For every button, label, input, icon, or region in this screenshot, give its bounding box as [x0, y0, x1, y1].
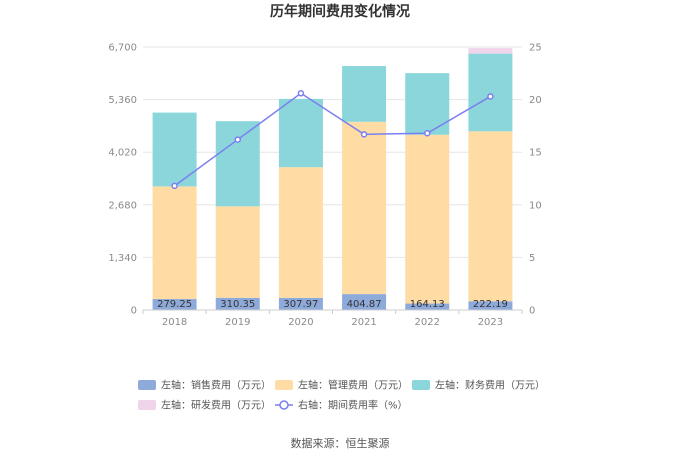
line-point [487, 93, 494, 100]
grid [143, 46, 522, 258]
bar-segment [342, 294, 387, 310]
line-series [171, 90, 494, 190]
y-right-tick-label: 15 [529, 148, 542, 159]
bar-data-label: 404.87 [347, 299, 382, 310]
bar-data-label: 307.97 [283, 299, 318, 310]
y-left-tick-label: 4,020 [108, 148, 137, 159]
bar-segment [278, 98, 323, 168]
bar-data-label: 164.13 [410, 299, 445, 310]
bar-segment [468, 131, 513, 302]
bars [152, 48, 513, 310]
legend-swatch [138, 400, 156, 410]
line-point [424, 130, 431, 137]
y-left-tick-label: 2,680 [108, 200, 137, 211]
y-right-tick-label: 5 [529, 253, 535, 264]
y-left-tick-label: 0 [131, 306, 137, 317]
line-path [174, 92, 491, 187]
x-tick-label: 2018 [162, 317, 187, 328]
data-labels: 279.25 310.35 307.97 404.87 164.13 222.19 [157, 299, 508, 310]
legend-swatch [138, 380, 156, 390]
bar-segment [215, 121, 260, 207]
line-point [234, 136, 241, 143]
chart-title: 历年期间费用变化情况 [270, 3, 410, 20]
x-tick-label: 2019 [225, 317, 250, 328]
bar-segment [468, 48, 513, 54]
x-tick-label: 2020 [288, 317, 313, 328]
x-tick-label: 2023 [478, 317, 503, 328]
bar-segment [278, 297, 323, 310]
legend-label: 左轴：销售费用（万元） [161, 379, 271, 392]
y-right-tick-label: 25 [529, 43, 542, 54]
bar-data-label: 310.35 [220, 299, 255, 310]
bar-segment [342, 121, 387, 295]
bar-segment [342, 66, 387, 122]
bar-segment [215, 297, 260, 310]
legend-label: 左轴：财务费用（万元） [435, 379, 545, 392]
axes: 0 1,340 2,680 4,020 5,360 6,700 0 5 10 15 20 25 2018… [108, 43, 541, 329]
bar-segment [152, 299, 197, 310]
y-left-tick-label: 1,340 [108, 253, 137, 264]
bar-segment [152, 186, 197, 300]
legend: 左轴：销售费用（万元） 左轴：管理费用（万元） 左轴：财务费用（万元） 左轴：研发费用… [138, 379, 545, 412]
bar-segment [468, 301, 513, 310]
bar-data-label: 279.25 [157, 299, 192, 310]
y-right-tick-label: 0 [529, 306, 535, 317]
bar-segment [405, 73, 450, 135]
y-right-tick-label: 10 [529, 200, 542, 211]
data-source: 数据来源：恒生聚源 [291, 436, 390, 450]
bar-segment [278, 167, 323, 298]
line-point [171, 182, 178, 190]
y-left-tick-label: 5,360 [108, 95, 137, 106]
bar-segment [405, 303, 450, 310]
y-left-tick-label: 6,700 [108, 43, 137, 54]
legend-label: 左轴：研发费用（万元） [161, 399, 271, 412]
bar-segment [215, 206, 260, 298]
y-right-tick-label: 20 [529, 95, 542, 106]
line-point [297, 90, 305, 97]
bar-segment [405, 134, 450, 304]
bar-segment [152, 112, 197, 187]
legend-marker-icon [279, 400, 289, 410]
line-point [360, 131, 368, 138]
legend-label: 左轴：管理费用（万元） [298, 379, 408, 392]
x-tick-label: 2021 [351, 317, 376, 328]
legend-swatch [275, 380, 293, 390]
x-tick-label: 2022 [415, 317, 440, 328]
legend-swatch [412, 380, 430, 390]
bar-segment [468, 53, 513, 132]
legend-label: 右轴：期间费用率（%） [298, 399, 408, 412]
bar-data-label: 222.19 [473, 299, 508, 310]
